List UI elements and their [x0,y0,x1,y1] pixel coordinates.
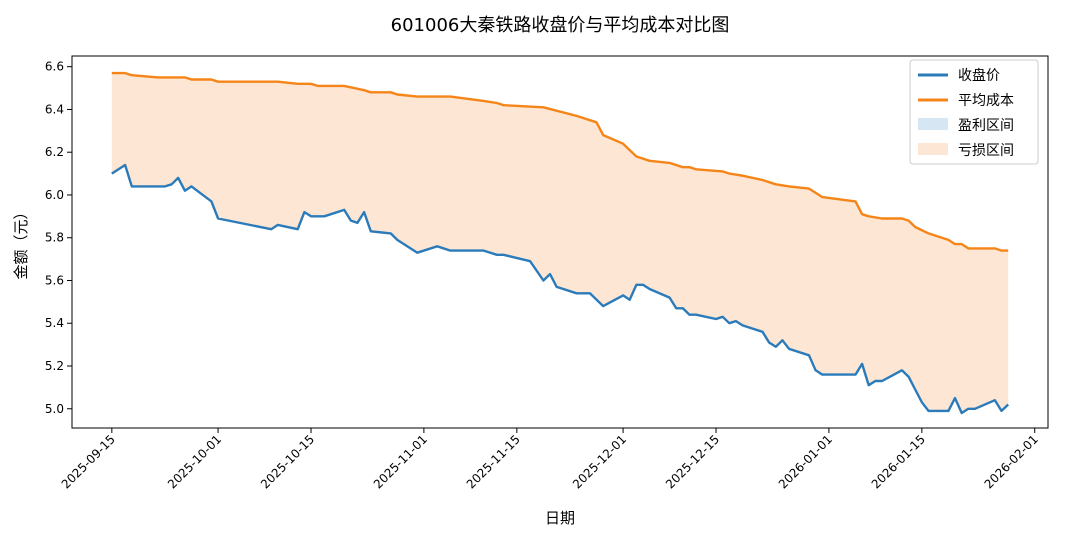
x-tick-label: 2025-12-15 [663,432,722,491]
y-axis-title: 金额（元） [12,204,30,279]
legend-label-close: 收盘价 [958,67,1000,84]
legend-label-loss: 亏损区间 [958,143,1014,159]
legend-swatch-profit [918,118,948,130]
y-tick-label: 6.2 [45,145,64,159]
plot-frame [71,55,1049,429]
legend-swatch-loss [918,143,948,155]
y-tick-label: 6.6 [45,60,64,74]
y-tick-label: 5.8 [45,231,64,245]
x-axis-title: 日期 [545,509,575,527]
close-price-line [111,163,1010,415]
legend: 收盘价 平均成本 盈利区间 亏损区间 [909,59,1039,165]
x-tick-label: 2026-02-01 [982,432,1041,491]
loss-area-polygon [111,73,1009,413]
x-tick-label: 2025-10-15 [258,432,317,491]
y-tick-label: 5.6 [45,273,64,287]
x-tick-label: 2025-10-01 [165,432,224,491]
chart-title: 601006大秦铁路收盘价与平均成本对比图 [391,15,730,36]
x-tick-label: 2025-11-01 [371,432,430,491]
y-tick-label: 6.4 [45,102,64,116]
legend-frame [909,59,1039,165]
cost-line [111,71,1009,252]
y-tick-label: 6.0 [45,188,64,202]
loss-area [111,73,1009,413]
legend-label-profit: 盈利区间 [958,118,1014,134]
series-lines [111,71,1010,415]
x-tick-label: 2026-01-15 [869,432,928,491]
x-axis: 2025-09-15 2025-10-01 2025-10-15 2025-11-01… [59,428,1041,491]
y-tick-label: 5.0 [45,402,64,416]
y-tick-label: 5.4 [45,316,64,330]
x-tick-label: 2025-11-15 [464,432,523,491]
x-tick-label: 2025-12-01 [570,432,629,491]
y-axis: 5.0 5.2 5.4 5.6 5.8 6.0 6.2 6.4 6.6 [45,60,72,416]
x-tick-label: 2026-01-01 [776,432,835,491]
legend-label-cost: 平均成本 [958,93,1014,109]
y-tick-label: 5.2 [45,359,64,373]
x-tick-label: 2025-09-15 [59,432,118,491]
